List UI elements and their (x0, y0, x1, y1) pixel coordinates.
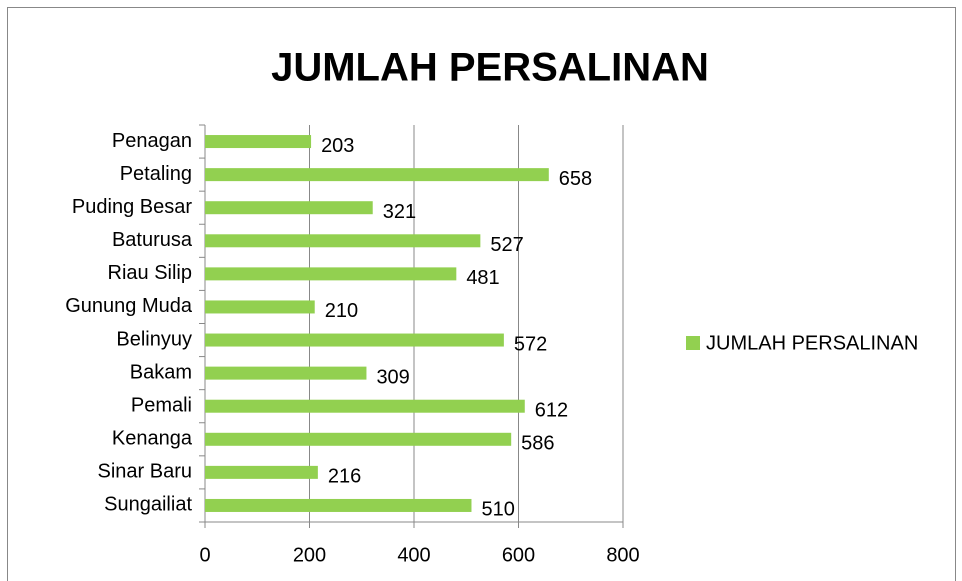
chart-title: JUMLAH PERSALINAN (271, 46, 709, 90)
y-tick-label: Puding Besar (72, 196, 192, 218)
x-tick-label: 800 (606, 544, 639, 566)
chart-border (7, 7, 956, 581)
bar (205, 300, 315, 314)
data-label: 586 (521, 433, 554, 455)
data-label: 309 (376, 366, 409, 388)
bar (205, 201, 373, 215)
data-label: 572 (514, 333, 547, 355)
legend-label: JUMLAH PERSALINAN (706, 332, 918, 354)
data-label: 658 (559, 168, 592, 190)
y-tick-label: Gunung Muda (65, 295, 193, 317)
y-tick-label: Kenanga (112, 428, 193, 450)
y-tick-label: Sungailiat (104, 494, 192, 516)
bar (205, 465, 318, 479)
data-label: 510 (481, 499, 514, 521)
bar (205, 399, 525, 413)
bar (205, 234, 481, 248)
y-tick-label: Sinar Baru (98, 461, 193, 483)
y-tick-label: Petaling (120, 163, 192, 185)
bar (205, 333, 504, 347)
bar (205, 168, 549, 182)
bar (205, 267, 457, 281)
bar (205, 432, 512, 446)
x-tick-label: 0 (199, 544, 210, 566)
x-tick-label: 400 (397, 544, 430, 566)
y-tick-label: Pemali (131, 394, 192, 416)
data-label: 216 (328, 466, 361, 488)
y-tick-label: Riau Silip (108, 262, 192, 284)
x-tick-label: 200 (293, 544, 326, 566)
data-label: 527 (490, 234, 523, 256)
data-label: 210 (325, 300, 358, 322)
x-tick-label: 600 (502, 544, 535, 566)
y-tick-label: Bakam (130, 361, 192, 383)
y-tick-label: Baturusa (112, 229, 193, 251)
y-tick-label: Belinyuy (116, 328, 192, 350)
data-label: 481 (466, 267, 499, 289)
bar (205, 135, 312, 149)
data-label: 203 (321, 135, 354, 157)
y-tick-label: Penagan (112, 130, 192, 152)
bar (205, 366, 367, 380)
bar (205, 498, 472, 512)
data-label: 321 (383, 201, 416, 223)
legend-swatch (686, 336, 700, 350)
data-label: 612 (535, 399, 568, 421)
